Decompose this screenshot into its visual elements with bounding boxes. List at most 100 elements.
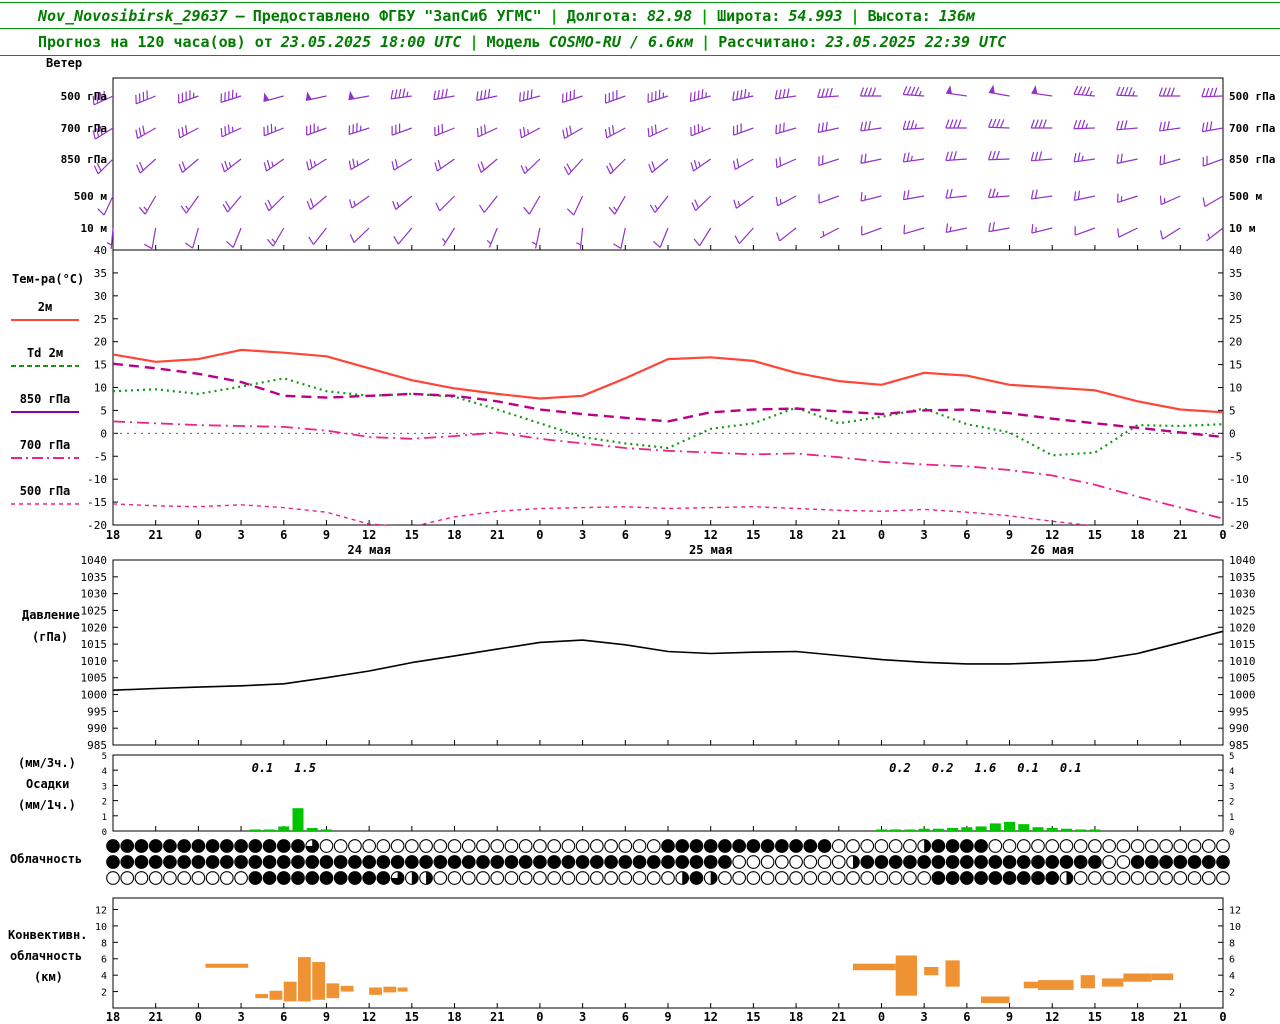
svg-text:9: 9 [664,528,671,542]
svg-text:3: 3 [921,1010,928,1024]
svg-text:6: 6 [280,528,287,542]
precip-unit-3h: (мм/3ч.) [18,756,76,770]
longitude-label: Долгота: [566,6,639,25]
svg-text:500 м: 500 м [1229,190,1262,203]
svg-text:4: 4 [1229,767,1234,777]
svg-text:6: 6 [280,1010,287,1024]
press-panel-box [112,559,1224,746]
svg-text:8: 8 [1229,938,1235,949]
svg-text:9: 9 [1006,1010,1013,1024]
header-dash: — [235,6,245,25]
wind-panel-title: Ветер [46,56,83,70]
svg-text:12: 12 [362,528,376,542]
svg-text:9: 9 [323,528,330,542]
svg-text:1005: 1005 [1229,672,1256,685]
svg-text:1040: 1040 [1229,554,1256,567]
svg-text:4: 4 [101,971,107,982]
svg-text:3: 3 [921,528,928,542]
pressure-unit: (гПа) [32,630,69,644]
svg-text:12: 12 [362,1010,376,1024]
svg-text:700 гПа: 700 гПа [1229,122,1275,135]
header-line-2: Прогноз на 120 часа(ов) от 23.05.2025 18… [0,29,1280,56]
svg-text:6: 6 [622,1010,629,1024]
svg-text:15: 15 [1088,1010,1102,1024]
separator: | [850,6,860,25]
svg-text:1000: 1000 [1229,689,1256,702]
svg-text:0: 0 [100,427,107,440]
svg-text:15: 15 [746,1010,760,1024]
calc-time: 23.05.2025 22:39 UTC [825,33,1007,51]
legend-td2m: Td 2м [2,346,88,370]
svg-text:4: 4 [102,767,107,777]
separator: | [700,6,710,25]
svg-text:21: 21 [832,1010,846,1024]
svg-text:12: 12 [703,1010,717,1024]
convective-title-2: облачность [10,949,83,963]
altitude-value: 136м [938,6,975,25]
svg-text:40: 40 [94,244,107,257]
altitude-label: Высота: [867,6,931,25]
svg-text:1020: 1020 [1229,621,1256,634]
svg-text:5: 5 [102,752,107,762]
convective-unit: (км) [34,970,63,984]
svg-text:6: 6 [101,955,107,966]
legend-td2m-label: Td 2м [26,346,64,360]
svg-text:1005: 1005 [81,672,108,685]
svg-text:995: 995 [1229,705,1249,718]
svg-text:2: 2 [1229,798,1234,808]
svg-text:0.2: 0.2 [889,761,911,775]
model-label: Модель [486,33,541,51]
separator: | [549,6,559,25]
svg-text:10: 10 [1229,922,1241,933]
svg-text:995: 995 [87,705,107,718]
svg-text:6: 6 [963,528,970,542]
svg-text:3: 3 [237,1010,244,1024]
svg-text:1.5: 1.5 [294,761,316,775]
pressure-title: Давление [22,608,80,622]
legend-t2m-line-sample [11,319,79,321]
svg-text:18: 18 [1130,528,1144,542]
svg-text:12: 12 [703,528,717,542]
svg-text:0: 0 [1229,828,1234,838]
svg-text:9: 9 [323,1010,330,1024]
svg-text:5: 5 [1229,752,1234,762]
svg-text:24 мая: 24 мая [347,543,390,557]
svg-text:700 гПа: 700 гПа [61,122,107,135]
model-value: COSMO-RU / 6.6км [548,33,694,51]
legend-t2m: 2м [2,300,88,324]
svg-text:15: 15 [405,1010,419,1024]
svg-text:21: 21 [490,528,504,542]
wind-panel [92,84,1224,250]
calc-label: Рассчитано: [718,33,818,51]
legend-t700-label: 700 гПа [19,438,71,452]
svg-text:10: 10 [95,922,107,933]
legend-t500: 500 гПа [2,484,88,508]
svg-text:-20: -20 [1229,519,1249,532]
svg-text:-10: -10 [87,473,107,486]
legend-td2m-line-sample [11,365,79,367]
temperature-series [113,348,1223,525]
latitude-value: 54.993 [788,6,843,25]
svg-text:10 м: 10 м [81,222,108,235]
convective-bars [205,955,1174,1004]
svg-text:990: 990 [1229,722,1249,735]
svg-text:0: 0 [536,1010,543,1024]
svg-text:12: 12 [1045,528,1059,542]
svg-text:15: 15 [746,528,760,542]
svg-text:990: 990 [87,722,107,735]
convective-title-1: Конвективн. [8,928,88,942]
svg-text:1: 1 [102,813,107,823]
svg-text:0: 0 [1219,1010,1226,1024]
svg-text:500 гПа: 500 гПа [61,90,107,103]
svg-text:1: 1 [1229,813,1234,823]
svg-text:18: 18 [106,1010,120,1024]
svg-text:20: 20 [94,336,107,349]
svg-text:1.6: 1.6 [975,761,997,775]
svg-text:1025: 1025 [1229,604,1256,617]
svg-text:25: 25 [1229,313,1242,326]
svg-text:0: 0 [1219,528,1226,542]
svg-text:0: 0 [878,1010,885,1024]
svg-text:0: 0 [878,528,885,542]
svg-text:20: 20 [1229,336,1242,349]
